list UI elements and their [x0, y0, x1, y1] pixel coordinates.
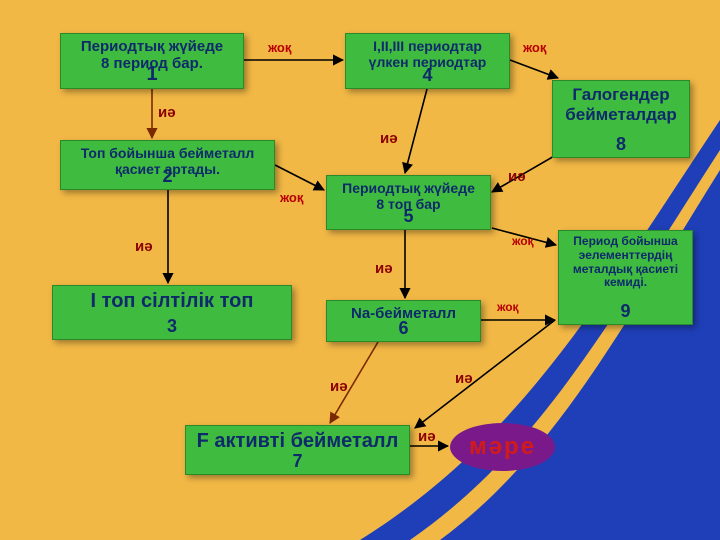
node-5-num: 5	[327, 206, 490, 227]
edge-label-l2: жоқ	[268, 40, 291, 55]
edge-label-l1: иә	[158, 104, 176, 121]
node-5: Периодтық жүйеде 8 топ бар 5	[326, 175, 491, 230]
node-3: I топ сілтілік топ 3	[52, 285, 292, 340]
node-7-num: 7	[186, 451, 409, 472]
node-7-text: F активті бейметалл	[192, 430, 403, 453]
edge-label-l10: иә	[330, 378, 348, 395]
edge-e3	[510, 60, 558, 78]
node-3-num: 3	[53, 316, 291, 337]
node-9-num: 9	[559, 301, 692, 322]
edge-label-l3: жоқ	[523, 40, 546, 55]
edge-label-l4: иә	[135, 238, 153, 255]
node-2: Топ бойынша бейметалл қасиет артады. 2	[60, 140, 275, 190]
finish-text: мәре	[469, 433, 536, 461]
edge-label-l5: жоқ	[280, 190, 303, 205]
node-2-num: 2	[61, 166, 274, 187]
edge-label-l6: иә	[380, 130, 398, 147]
edge-e5	[275, 165, 324, 190]
node-9: Период бойынша эелементтердің металдық қ…	[558, 230, 693, 325]
node-8: Галогендер бейметалдар 8	[552, 80, 690, 158]
node-6-num: 6	[327, 318, 480, 339]
node-8-num: 8	[553, 134, 689, 155]
node-1: Периодтық жүйеде 8 период бар. 1	[60, 33, 244, 89]
edge-e6	[405, 89, 427, 173]
node-8-text: Галогендер бейметалдар	[559, 85, 683, 124]
edge-label-l11: иә	[455, 370, 473, 387]
node-7: F активті бейметалл 7	[185, 425, 410, 475]
finish-node: мәре	[450, 423, 555, 471]
node-9-text: Период бойынша эелементтердің металдық қ…	[565, 235, 686, 290]
node-1-num: 1	[61, 63, 243, 86]
edge-label-l9: жоқ	[512, 234, 534, 248]
edge-label-l12: жоқ	[497, 300, 519, 314]
edge-label-l8: иә	[375, 260, 393, 277]
node-4: I,II,III периодтар үлкен периодтар 4	[345, 33, 510, 89]
node-6: Na-бейметалл 6	[326, 300, 481, 342]
node-4-num: 4	[346, 65, 509, 86]
edge-label-l7: иә	[508, 168, 526, 185]
node-3-text: I топ сілтілік топ	[59, 290, 285, 313]
edge-label-l13: иә	[418, 428, 436, 445]
